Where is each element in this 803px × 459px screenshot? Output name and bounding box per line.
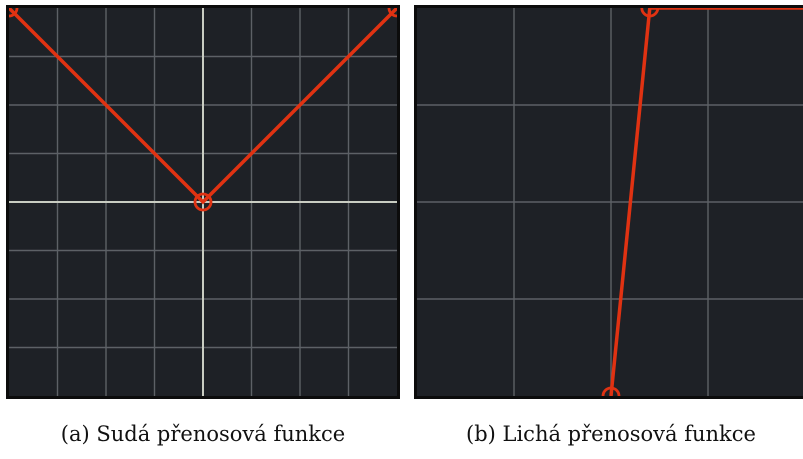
even-transfer-curve [9, 8, 397, 205]
caption-even-transfer-function: (a) Sudá přenosová funkce [60, 422, 346, 446]
transfer-function-editor-even[interactable] [6, 5, 400, 399]
odd-control-point-handle[interactable] [601, 386, 621, 396]
transfer-function-editor-odd[interactable] [414, 5, 803, 399]
even-control-point-handle[interactable] [193, 192, 213, 212]
even-transfer-function-graph[interactable] [9, 8, 397, 396]
odd-transfer-curve [609, 8, 803, 396]
odd-control-point-handle[interactable] [640, 8, 660, 18]
caption-odd-transfer-function: (b) Lichá přenosová funkce [466, 422, 756, 446]
odd-transfer-function-graph[interactable] [417, 8, 803, 396]
